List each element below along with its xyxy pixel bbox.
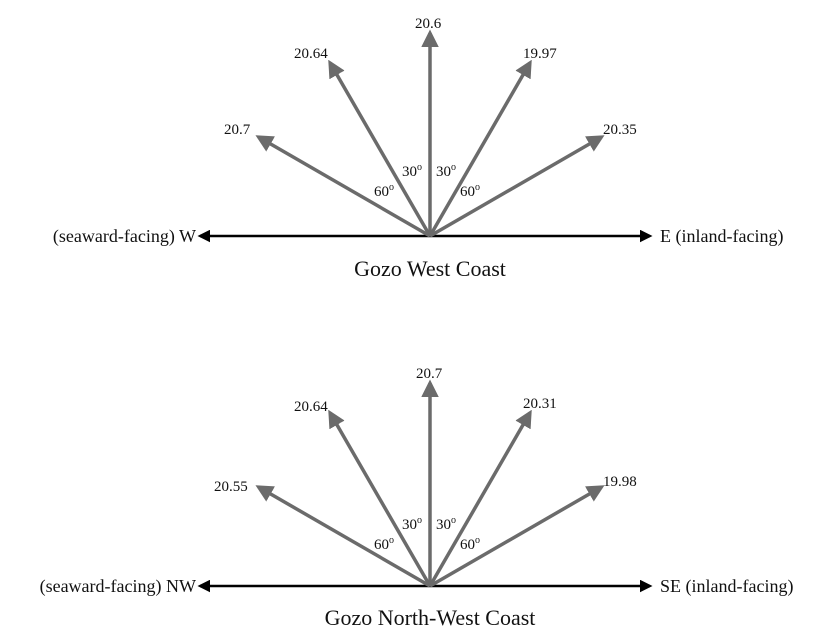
ray-value-label: 20.6 (415, 16, 442, 32)
ray-value-label: 20.35 (603, 122, 637, 138)
direction-ray (255, 485, 431, 588)
ray-value-label: 20.31 (523, 396, 557, 412)
panel-west-coast: 20.7 20.64 20.6 19.97 20.35 60o 30o 30o … (53, 16, 784, 281)
ray-value-label: 20.64 (294, 46, 328, 62)
ray-value-label: 19.98 (603, 474, 637, 490)
right-direction-label: SE (inland-facing) (660, 576, 793, 597)
direction-ray (428, 409, 532, 587)
ray-value-label: 20.7 (416, 366, 443, 382)
panel-north-west-coast: 20.55 20.64 20.7 20.31 19.98 60o 30o 30o… (40, 366, 794, 630)
ray-value-label: 19.97 (523, 46, 557, 62)
direction-ray (328, 409, 432, 587)
ray-group (255, 29, 605, 238)
angle-label: 30o (436, 162, 456, 180)
direction-ray (429, 135, 605, 238)
right-direction-label: E (inland-facing) (660, 226, 783, 247)
ray-value-label: 20.64 (294, 399, 328, 415)
direction-ray (429, 485, 605, 588)
panel-title: Gozo West Coast (354, 256, 506, 281)
ray-value-label: 20.55 (214, 479, 248, 495)
left-direction-label: (seaward-facing) W (53, 226, 196, 247)
angle-label: 30o (402, 162, 422, 180)
direction-ray (255, 135, 431, 238)
ray-value-label: 20.7 (224, 122, 251, 138)
left-direction-label: (seaward-facing) NW (40, 576, 196, 597)
angle-label: 60o (460, 182, 480, 200)
direction-ray (428, 59, 532, 237)
angle-label: 60o (374, 182, 394, 200)
angle-label: 60o (374, 535, 394, 553)
angle-label: 30o (436, 515, 456, 533)
panel-title: Gozo North-West Coast (325, 605, 536, 630)
direction-ray (328, 59, 432, 237)
ray-group (255, 379, 605, 588)
angle-label: 60o (460, 535, 480, 553)
angle-label: 30o (402, 515, 422, 533)
